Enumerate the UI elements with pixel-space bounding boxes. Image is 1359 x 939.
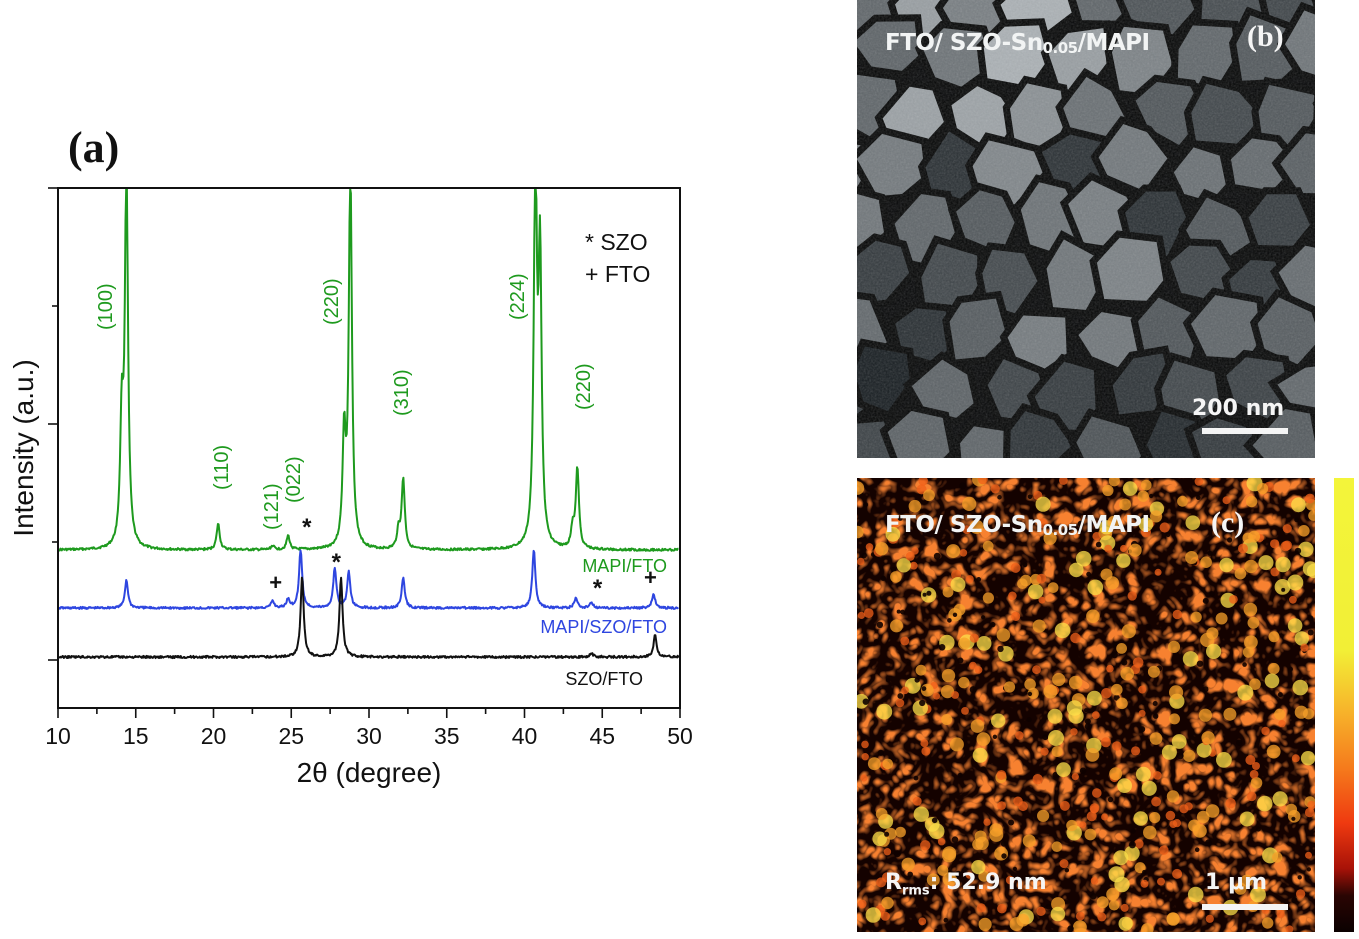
afm-title: FTO/ SZO-Sn0.05/MAPI — [885, 512, 1150, 539]
peak-label: (022) — [283, 456, 305, 503]
x-tick-label: 50 — [667, 723, 693, 749]
y-axis-ticks — [48, 187, 58, 661]
panel-b-letter: (b) — [1247, 20, 1284, 53]
x-tick-label: 10 — [45, 723, 71, 749]
afm-image-panel: FTO/ SZO-Sn0.05/MAPI (c) Rrms: 52.9 nm 1… — [857, 478, 1315, 932]
legend-szo: * SZO — [585, 229, 648, 255]
fto-marker: + — [269, 570, 282, 595]
sem-title: FTO/ SZO-Sn0.05/MAPI — [885, 30, 1150, 57]
x-tick-label: 40 — [512, 723, 538, 749]
panel-c-letter: (c) — [1211, 506, 1245, 539]
peak-label: (121) — [261, 483, 283, 530]
peak-label: (100) — [95, 283, 117, 330]
xrd-series-line — [58, 576, 680, 660]
x-tick-label: 20 — [201, 723, 227, 749]
fto-marker: + — [644, 565, 657, 590]
sem-scale-bar — [1202, 428, 1288, 434]
xrd-series-layer — [58, 188, 680, 660]
x-axis-ticks: 10 15 20 25 30 35 40 45 50 — [45, 708, 693, 749]
series-label-mapi-fto: MAPI/FTO — [582, 556, 667, 576]
x-tick-label: 15 — [123, 723, 149, 749]
y-axis-label: Intensity (a.u.) — [8, 359, 39, 536]
afm-height-texture — [857, 478, 1315, 932]
x-tick-label: 35 — [434, 723, 460, 749]
x-axis-label: 2θ (degree) — [297, 757, 442, 788]
peak-label: (220) — [573, 363, 595, 410]
peak-label: (110) — [211, 445, 233, 490]
series-label-szo-fto: SZO/FTO — [565, 669, 643, 689]
legend-fto: + FTO — [585, 261, 650, 287]
rms-roughness-label: Rrms: 52.9 nm — [885, 870, 1047, 899]
afm-height-colorbar — [1334, 478, 1354, 932]
phase-markers: * * + * + — [269, 514, 657, 602]
xrd-series-line — [58, 549, 679, 610]
x-tick-label: 30 — [356, 723, 382, 749]
szo-marker: * — [302, 514, 312, 541]
xrd-chart: (a) 10 15 20 25 30 35 40 45 50 2θ (degree) Inten… — [8, 123, 693, 788]
peak-label: (220) — [321, 278, 343, 325]
x-tick-label: 25 — [278, 723, 304, 749]
sem-image-panel: FTO/ SZO-Sn0.05/MAPI (b) 200 nm — [857, 0, 1315, 458]
sem-grain-texture — [857, 0, 1315, 458]
series-label-mapi-szo-fto: MAPI/SZO/FTO — [540, 617, 667, 637]
panel-a-letter: (a) — [68, 123, 119, 172]
xrd-series-line — [58, 188, 679, 552]
peak-label: (224) — [507, 273, 529, 320]
peak-label: (310) — [391, 369, 413, 416]
peak-labels: (100) (110) (121)(022) (220) (310) (224) (220) — [95, 273, 595, 530]
sem-scale-label: 200 nm — [1192, 396, 1285, 421]
szo-marker: * — [332, 549, 342, 576]
afm-scale-label: 1 μm — [1205, 870, 1268, 895]
szo-marker: * — [593, 575, 603, 602]
x-tick-label: 45 — [589, 723, 615, 749]
afm-scale-bar — [1202, 904, 1288, 910]
